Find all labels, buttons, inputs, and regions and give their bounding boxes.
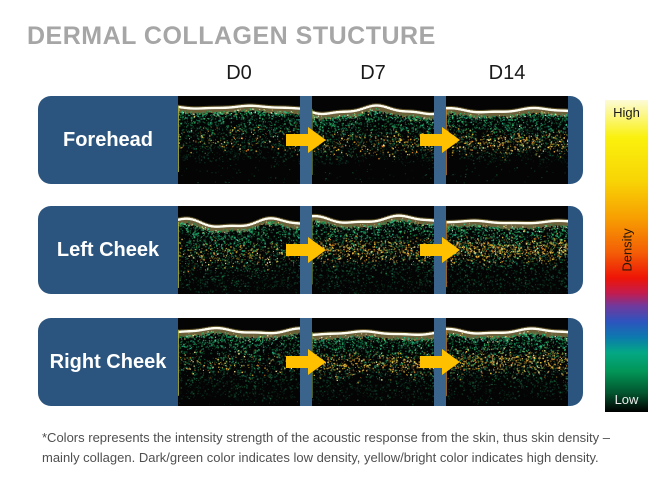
- column-header-d14: D14: [488, 62, 526, 84]
- row-label-right-cheek: Right Cheek: [49, 350, 167, 373]
- progression-arrow-icon: [420, 237, 460, 263]
- progression-arrow-icon: [286, 127, 326, 153]
- row-label-forehead: Forehead: [62, 128, 154, 151]
- progression-arrow-icon: [420, 349, 460, 375]
- ultrasound-image-forehead-d14: [446, 96, 568, 184]
- ultrasound-image-left-cheek-d0: [178, 206, 300, 294]
- ultrasound-image-left-cheek-d14: [446, 206, 568, 294]
- ultrasound-image-forehead-d0: [178, 96, 300, 184]
- row-label-left-cheek: Left Cheek: [56, 238, 160, 261]
- ultrasound-image-right-cheek-d7: [312, 318, 434, 406]
- ultrasound-image-left-cheek-d7: [312, 206, 434, 294]
- footnote-line-1: *Colors represents the intensity strengt…: [42, 430, 610, 445]
- legend-high-label: High: [613, 105, 640, 120]
- figure-title: DERMAL COLLAGEN STUCTURE: [27, 22, 436, 50]
- progression-arrow-icon: [286, 349, 326, 375]
- progression-arrow-icon: [286, 237, 326, 263]
- row-left-cheek: Left Cheek: [38, 206, 583, 294]
- row-forehead: Forehead: [38, 96, 583, 184]
- legend-title: Density: [619, 228, 634, 272]
- column-header-d7: D7: [360, 62, 386, 84]
- ultrasound-image-forehead-d7: [312, 96, 434, 184]
- density-gradient-bar: [605, 100, 648, 412]
- progression-arrow-icon: [420, 127, 460, 153]
- column-header-d0: D0: [226, 62, 252, 84]
- row-right-cheek: Right Cheek: [38, 318, 583, 406]
- ultrasound-image-right-cheek-d0: [178, 318, 300, 406]
- ultrasound-image-right-cheek-d14: [446, 318, 568, 406]
- legend-low-label: Low: [614, 392, 639, 407]
- density-legend: High Density Low: [605, 100, 648, 412]
- footnote-line-2: mainly collagen. Dark/green color indica…: [42, 450, 599, 465]
- footnote: *Colors represents the intensity strengt…: [42, 428, 627, 468]
